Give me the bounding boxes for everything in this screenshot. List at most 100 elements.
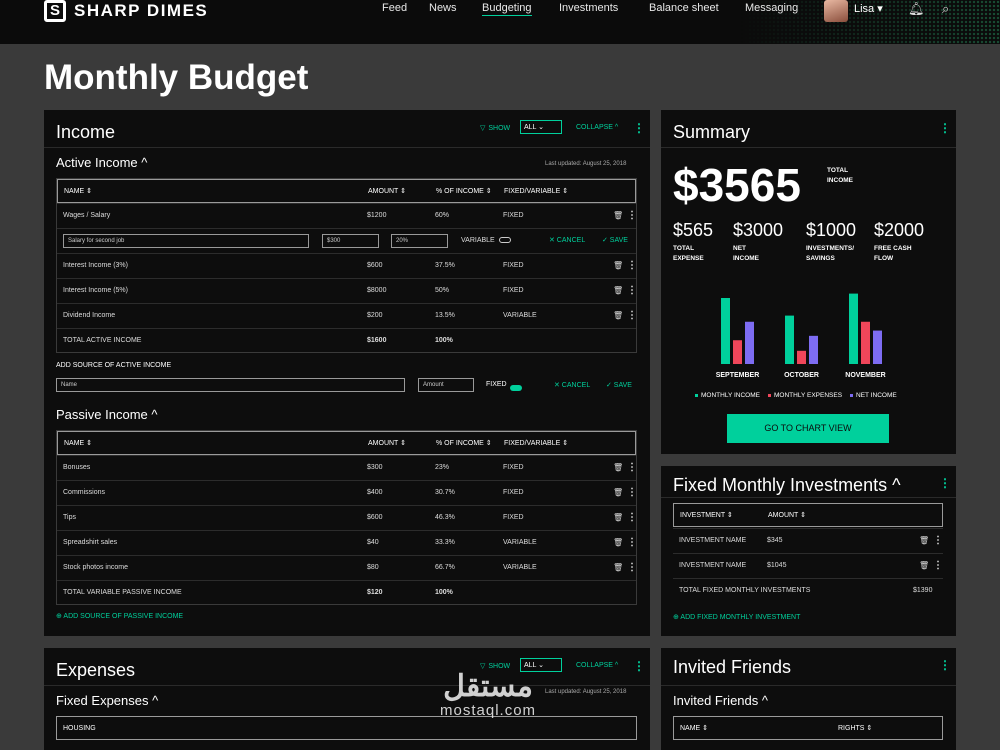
row-menu-icon[interactable]: ⋮	[627, 537, 637, 548]
filter-icon[interactable]: ▽ SHOW	[480, 124, 511, 133]
col-percent[interactable]: % OF INCOME ⇕	[436, 188, 492, 195]
cell-amount: $1200	[367, 212, 387, 219]
row-menu-icon[interactable]: ⋮	[627, 310, 637, 321]
collapse-button[interactable]: COLLAPSE ^	[576, 662, 619, 669]
edit-name-input[interactable]: Salary for second job	[63, 234, 309, 248]
trash-icon[interactable]: 🗑︎	[919, 561, 930, 570]
table-header: NAME ⇕ AMOUNT ⇕ % OF INCOME ⇕ FIXED/VARI…	[57, 431, 636, 455]
col-name[interactable]: NAME ⇕	[64, 188, 93, 195]
trash-icon[interactable]: 🗑︎	[613, 311, 624, 320]
col-type[interactable]: FIXED/VARIABLE ⇕	[504, 440, 569, 447]
row-menu-icon[interactable]: ⋮	[627, 487, 637, 498]
nav-link-investments[interactable]: Investments	[559, 2, 619, 14]
trash-icon[interactable]: 🗑︎	[613, 286, 624, 295]
collapse-button[interactable]: COLLAPSE ^	[576, 124, 619, 131]
col-amount[interactable]: AMOUNT ⇕	[368, 440, 407, 447]
col-rights[interactable]: RIGHTS ⇕	[838, 725, 873, 732]
bar-november-0	[849, 293, 858, 364]
col-type[interactable]: FIXED/VARIABLE ⇕	[504, 188, 569, 195]
cell-amount: $400	[367, 489, 383, 496]
row-menu-icon[interactable]: ⋮	[627, 210, 637, 221]
cell-type: FIXED	[503, 489, 524, 496]
nav-link-feed[interactable]: Feed	[382, 2, 408, 14]
row-menu-icon[interactable]: ⋮	[627, 285, 637, 296]
table-header: NAME ⇕ AMOUNT ⇕ % OF INCOME ⇕ FIXED/VARI…	[57, 179, 636, 203]
col-investment[interactable]: INVESTMENT ⇕	[680, 512, 733, 519]
trash-icon[interactable]: 🗑︎	[613, 563, 624, 572]
stat-label: TOTAL EXPENSE	[673, 245, 704, 262]
nav-link-budgeting[interactable]: Budgeting	[482, 2, 532, 16]
card-menu-icon[interactable]: ⋮	[939, 476, 951, 490]
active-income-table: NAME ⇕ AMOUNT ⇕ % OF INCOME ⇕ FIXED/VARI…	[56, 178, 637, 353]
nav-link-news[interactable]: News	[429, 2, 457, 14]
cell-amount: $600	[367, 514, 383, 521]
edit-percent-input[interactable]: 20%	[391, 234, 448, 248]
table-row: Commissions $400 30.7% FIXED 🗑︎ ⋮	[57, 480, 637, 505]
cell-type: FIXED	[503, 287, 524, 294]
summary-title: Summary	[673, 122, 751, 142]
add-cancel-button[interactable]: ✕ CANCEL	[554, 382, 591, 389]
cell-amount: $8000	[367, 287, 387, 294]
brand-logo[interactable]: S SHARP DIMES	[44, 0, 208, 22]
cell-type: FIXED	[503, 212, 524, 219]
user-avatar[interactable]	[824, 0, 848, 22]
trash-icon[interactable]: 🗑︎	[919, 536, 930, 545]
edit-save-button[interactable]: ✓ SAVE	[602, 237, 628, 244]
trash-icon[interactable]: 🗑︎	[613, 261, 624, 270]
filter-icon[interactable]: ▽ SHOW	[480, 662, 511, 671]
fixed-expenses-heading[interactable]: Fixed Expenses ^	[56, 693, 159, 708]
investments-title[interactable]: Fixed Monthly Investments ^	[673, 475, 901, 495]
add-passive-income-link[interactable]: ⊕ ADD SOURCE OF PASSIVE INCOME	[56, 613, 184, 620]
type-toggle[interactable]	[499, 229, 511, 253]
notification-bell-icon[interactable]: 🔔︎	[908, 1, 925, 16]
add-save-button[interactable]: ✓ SAVE	[606, 382, 632, 389]
cell-percent: 33.3%	[435, 539, 455, 546]
add-investment-link[interactable]: ⊕ ADD FIXED MONTHLY INVESTMENT	[673, 614, 801, 621]
add-name-input[interactable]: Name	[56, 378, 405, 392]
cell-percent: 46.3%	[435, 514, 455, 521]
card-menu-icon[interactable]: ⋮	[939, 121, 951, 135]
trash-icon[interactable]: 🗑︎	[613, 488, 624, 497]
trash-icon[interactable]: 🗑︎	[613, 513, 624, 522]
col-name[interactable]: NAME ⇕	[64, 440, 93, 447]
chart-view-button[interactable]: GO TO CHART VIEW	[727, 414, 889, 443]
card-menu-icon[interactable]: ⋮	[633, 659, 645, 673]
bar-october-0	[785, 315, 794, 364]
trash-icon[interactable]: 🗑︎	[613, 538, 624, 547]
stat-investments: $1000	[806, 220, 857, 240]
total-label: TOTAL FIXED MONTHLY INVESTMENTS	[679, 587, 811, 594]
row-menu-icon[interactable]: ⋮	[933, 560, 943, 571]
active-income-heading[interactable]: Active Income ^	[56, 155, 148, 170]
friends-title: Invited Friends	[673, 657, 792, 677]
row-menu-icon[interactable]: ⋮	[627, 462, 637, 473]
add-amount-input[interactable]: Amount	[418, 378, 474, 392]
nav-link-messaging[interactable]: Messaging	[745, 2, 799, 14]
friends-card: Invited Friends ⋮ Invited Friends ^ NAME…	[661, 648, 956, 750]
total-label: TOTAL ACTIVE INCOME	[63, 337, 142, 344]
col-amount[interactable]: AMOUNT ⇕	[768, 512, 807, 519]
user-menu[interactable]: Lisa ▾	[854, 3, 883, 15]
col-percent[interactable]: % OF INCOME ⇕	[436, 440, 492, 447]
add-fixed-toggle[interactable]	[510, 379, 522, 397]
row-menu-icon[interactable]: ⋮	[627, 512, 637, 523]
nav-link-balance-sheet[interactable]: Balance sheet	[649, 2, 719, 14]
trash-icon[interactable]: 🗑︎	[613, 211, 624, 220]
col-name[interactable]: NAME ⇕	[680, 725, 709, 732]
row-menu-icon[interactable]: ⋮	[933, 535, 943, 546]
edit-amount-input[interactable]: $300	[322, 234, 379, 248]
card-menu-icon[interactable]: ⋮	[633, 121, 645, 135]
table-row-editing: Salary for second job $300 20% VARIABLE …	[57, 228, 636, 253]
show-select[interactable]: ALL ⌄	[520, 658, 562, 672]
show-select[interactable]: ALL ⌄	[520, 120, 562, 134]
total-income-value: $3565	[673, 159, 801, 211]
cell-amount: $345	[767, 537, 783, 544]
invited-friends-heading[interactable]: Invited Friends ^	[673, 693, 768, 708]
col-amount[interactable]: AMOUNT ⇕	[368, 188, 407, 195]
edit-cancel-button[interactable]: ✕ CANCEL	[549, 237, 586, 244]
search-icon[interactable]: ⌕	[942, 1, 950, 16]
card-menu-icon[interactable]: ⋮	[939, 658, 951, 672]
passive-income-heading[interactable]: Passive Income ^	[56, 407, 158, 422]
trash-icon[interactable]: 🗑︎	[613, 463, 624, 472]
row-menu-icon[interactable]: ⋮	[627, 562, 637, 573]
row-menu-icon[interactable]: ⋮	[627, 260, 637, 271]
